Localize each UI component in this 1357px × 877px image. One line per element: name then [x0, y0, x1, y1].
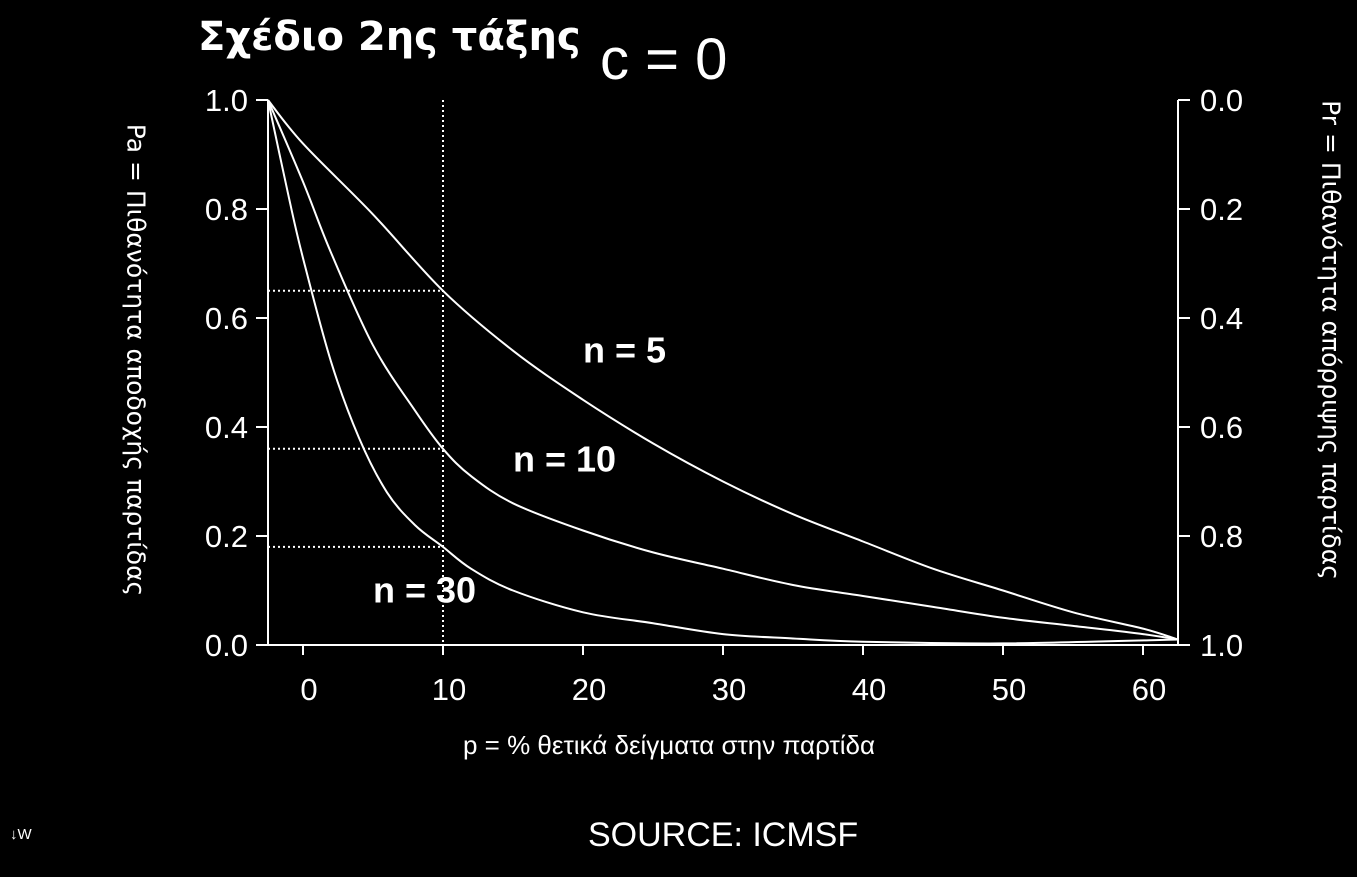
y-right-tick-label: 0.2 — [1200, 192, 1243, 227]
curve-n-5 — [267, 99, 1179, 641]
x-tick-label: 60 — [1132, 672, 1166, 707]
y-right-tick-label: 0.4 — [1200, 301, 1243, 336]
curve-n-10 — [267, 99, 1179, 641]
series-label: n = 5 — [583, 330, 666, 371]
x-axis-title: p = % θετικά δείγματα στην παρτίδα — [463, 730, 876, 760]
y-right-tick-label: 0.6 — [1200, 410, 1243, 445]
acceptance-number-label: c = 0 — [600, 27, 728, 92]
source-note: SOURCE: ICMSF — [588, 816, 859, 854]
series-label: n = 30 — [373, 570, 476, 611]
x-tick-label: 50 — [992, 672, 1026, 707]
x-tick-label: 30 — [712, 672, 746, 707]
corner-mark: ↓W — [10, 826, 32, 843]
x-tick-label: 10 — [432, 672, 466, 707]
y-left-tick-label: 0.4 — [205, 410, 248, 445]
y-left-tick-label: 0.6 — [205, 301, 248, 336]
series-label: n = 10 — [513, 439, 616, 480]
y-right-tick-label: 0.0 — [1200, 83, 1243, 118]
y-left-tick-label: 0.8 — [205, 192, 248, 227]
y-left-tick-label: 0.0 — [205, 628, 248, 663]
y-right-tick-label: 0.8 — [1200, 519, 1243, 554]
y-left-tick-label: 1.0 — [205, 83, 248, 118]
x-tick-label: 0 — [300, 672, 317, 707]
x-tick-label: 20 — [572, 672, 606, 707]
plan-title: Σχέδιο 2ης τάξης — [198, 14, 581, 60]
curve-n-30 — [267, 99, 1179, 645]
x-tick-label: 40 — [852, 672, 886, 707]
y-left-tick-label: 0.2 — [205, 519, 248, 554]
y-right-tick-label: 1.0 — [1200, 628, 1243, 663]
